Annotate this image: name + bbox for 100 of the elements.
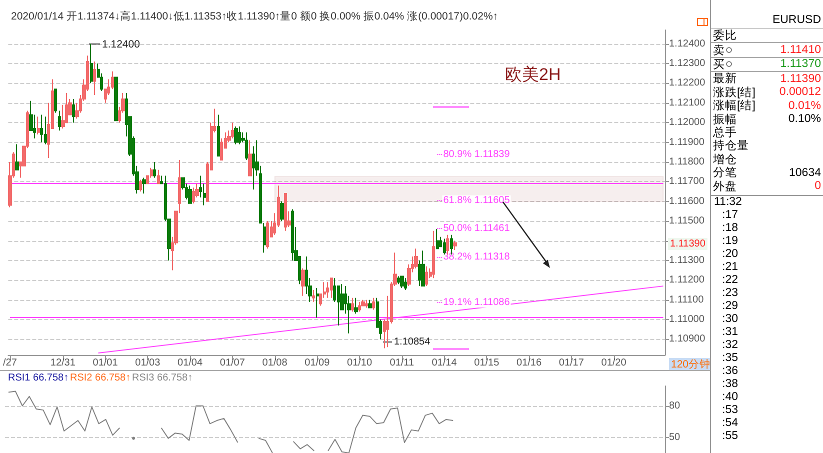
category-label: 持仓量	[713, 138, 749, 154]
text: :18	[721, 222, 739, 235]
candlestick	[93, 61, 96, 96]
candlestick	[15, 144, 19, 170]
y-tick-label: 50	[669, 432, 681, 443]
category-label: 最新	[713, 71, 737, 86]
candlestick	[234, 126, 238, 145]
candlestick	[358, 301, 361, 312]
text: :22	[721, 274, 739, 287]
x-tick-label: 01/04	[178, 358, 203, 368]
candlestick	[397, 276, 400, 285]
candlestick	[312, 290, 315, 302]
candlestick	[192, 187, 195, 204]
text: :36	[721, 364, 739, 378]
text: :21	[721, 260, 739, 274]
y-tick-label: 1.11100	[669, 294, 704, 306]
text: :17	[721, 208, 739, 222]
y-tick-label: 1.12300	[669, 58, 706, 69]
x-tick-label: 01/11	[390, 358, 414, 368]
y-tick-label: 1.11500	[669, 216, 705, 227]
text: :35	[721, 352, 739, 365]
y-tick-label: 1.11200	[669, 274, 705, 286]
candlestick	[231, 122, 234, 139]
candlestick	[90, 43, 93, 84]
candlestick	[330, 278, 333, 298]
x-tick-label: 01/16	[516, 358, 542, 368]
candlestick	[153, 161, 156, 178]
text: :53	[721, 404, 739, 417]
candlestick	[248, 140, 252, 176]
text: RSI1 66.758↑	[8, 372, 69, 384]
candlestick	[400, 276, 404, 289]
candlestick	[421, 250, 425, 287]
candlestick	[266, 220, 269, 250]
x-tick-label: /27	[2, 358, 18, 368]
annotation: 1.12400	[102, 38, 140, 50]
candlestick	[301, 268, 305, 296]
x-tick-label: 01/07	[220, 358, 246, 368]
candlestick	[436, 228, 439, 250]
text: 1.11390	[780, 72, 821, 85]
candlestick	[351, 297, 354, 312]
candlestick	[368, 299, 372, 308]
y-tick-label: 1.11300	[669, 254, 705, 266]
candlestick	[432, 230, 435, 279]
candlestick	[238, 126, 241, 145]
candlestick	[188, 185, 192, 204]
text: :32	[721, 338, 739, 352]
candlestick	[284, 192, 287, 232]
text: :19	[721, 234, 739, 248]
category-label: 涨幅[结]	[713, 98, 756, 114]
text: :54	[721, 416, 739, 430]
ref-line-label: 19.1% 1.11086	[443, 297, 510, 308]
candlestick	[291, 208, 294, 261]
candlestick	[157, 169, 160, 184]
candlestick	[58, 110, 61, 131]
y-tick-label: 1.11600	[669, 196, 705, 207]
x-tick-label: 01/08	[262, 358, 288, 368]
text: RSI2 66.758↑	[70, 372, 131, 384]
candlestick	[365, 299, 368, 308]
text: 1.11410	[780, 44, 821, 56]
x-tick-label: 01/09	[304, 358, 330, 368]
candlestick	[372, 297, 375, 310]
chart-subtitle: 2020/01/14 开1.11374↓高1.11400↓低1.11353↑收1.11390↑量0 额0 换0.00% 振0.04% 涨(0.00017)0.02%↑	[11, 10, 498, 22]
candlestick	[280, 200, 284, 222]
x-tick-label: 01/01	[92, 358, 118, 368]
x-tick-label: 01/17	[558, 358, 584, 368]
y-tick-label: 1.11900	[669, 136, 705, 148]
candlestick	[72, 98, 75, 124]
y-tick-label: 1.12400	[669, 38, 706, 50]
category-label: 涨跌[结]	[713, 86, 756, 100]
x-tick-label: 01/03	[135, 358, 161, 368]
x-tick-label: 01/20	[601, 358, 627, 368]
text: 0.01%	[788, 100, 821, 112]
category-label: 总手	[713, 125, 737, 140]
text: EURUSD	[711, 0, 823, 29]
candlestick	[37, 116, 40, 135]
text: 10634	[789, 166, 821, 179]
text: :38	[721, 378, 739, 391]
candlestick	[414, 248, 418, 269]
category-label: 增仓	[713, 152, 737, 166]
x-tick-label: 01/10	[347, 358, 372, 368]
candlestick	[354, 297, 358, 314]
candlestick	[316, 288, 319, 318]
y-tick-label: 1.11700	[669, 176, 705, 188]
annotation: 1.10854	[394, 336, 431, 348]
text: 11:32	[714, 196, 743, 209]
text: :31	[721, 326, 739, 339]
candlestick	[142, 177, 146, 194]
text: :55	[721, 430, 739, 443]
ref-line-label: 61.8% 1.11605	[443, 194, 510, 206]
text: :23	[721, 286, 739, 300]
category-label: 振幅	[713, 112, 737, 126]
candlestick	[217, 114, 220, 157]
text: 1.11370	[780, 58, 821, 70]
candlestick	[139, 179, 142, 192]
y-tick-label: 1.12000	[669, 117, 706, 128]
category-label: 分笔	[713, 166, 737, 180]
y-tick-label: 1.11800	[669, 156, 705, 168]
candlestick	[425, 266, 428, 287]
ref-line-label: 80.9% 1.11839	[443, 148, 510, 160]
candlestick	[404, 278, 407, 290]
